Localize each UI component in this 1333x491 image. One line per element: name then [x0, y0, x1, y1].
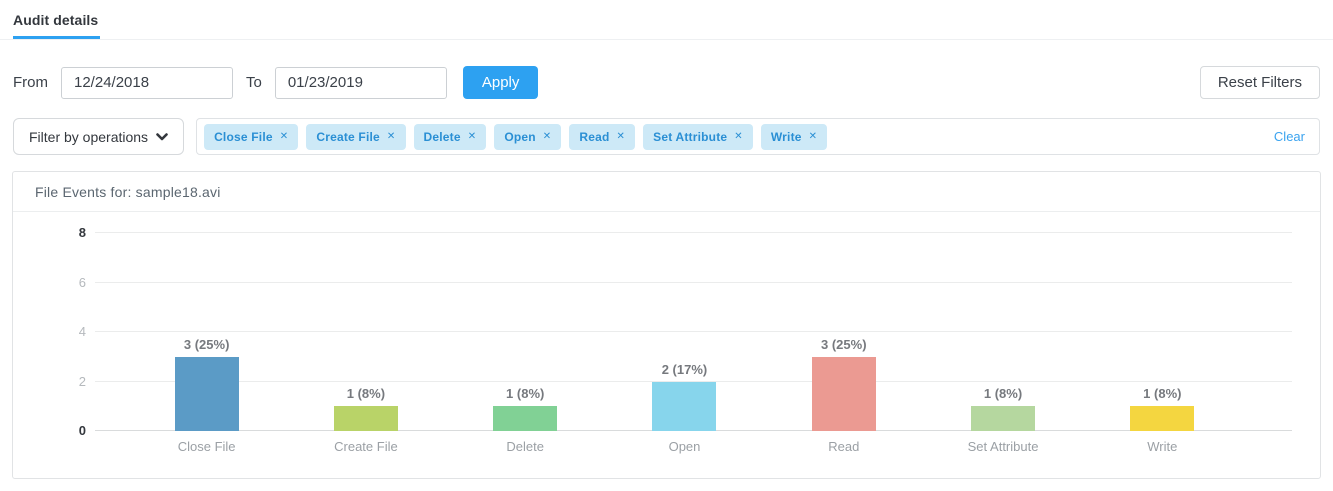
filter-chip-write[interactable]: Write ✕	[760, 123, 828, 150]
chevron-down-icon	[156, 132, 168, 140]
bar-value-label-open: 2 (17%)	[661, 361, 708, 377]
bar-value-label-close-file: 3 (25%)	[183, 336, 230, 352]
bar-value-label-delete: 1 (8%)	[506, 386, 545, 402]
x-axis-label-create-file: Create File	[334, 439, 398, 454]
bar-group-read: 3 (25%) Read	[764, 233, 923, 454]
remove-chip-icon[interactable]: ✕	[279, 130, 289, 142]
selected-operations-box: Close File ✕ Create File ✕ Delete ✕ Open ✕ Read ✕…	[196, 118, 1320, 155]
clear-filters-link[interactable]: Clear	[1273, 129, 1305, 144]
y-axis-tick-8: 8	[78, 225, 86, 240]
filter-chip-close-file[interactable]: Close File ✕	[204, 123, 299, 150]
filter-chip-delete[interactable]: Delete ✕	[413, 123, 487, 150]
bar-group-set-attribute: 1 (8%) Set Attribute	[923, 233, 1082, 454]
filter-chip-read[interactable]: Read ✕	[569, 123, 636, 150]
chip-label: Set Attribute	[653, 129, 728, 144]
filter-chip-create-file[interactable]: Create File ✕	[306, 123, 406, 150]
chart-title: File Events for: sample18.avi	[13, 172, 1320, 212]
bar-group-open: 2 (17%) Open	[605, 233, 764, 454]
tab-audit-details[interactable]: Audit details	[13, 0, 101, 39]
x-axis-label-open: Open	[668, 439, 701, 454]
x-axis-label-delete: Delete	[506, 439, 544, 454]
bar-group-close-file: 3 (25%) Close File	[127, 233, 286, 454]
bar-write[interactable]	[1130, 406, 1195, 431]
apply-button[interactable]: Apply	[462, 66, 539, 99]
filter-chip-set-attribute[interactable]: Set Attribute ✕	[643, 123, 753, 150]
bar-set-attribute[interactable]	[971, 406, 1036, 431]
from-label: From	[13, 74, 48, 91]
date-filter-row: From To Apply Reset Filters	[13, 66, 1320, 99]
x-axis-label-read: Read	[828, 439, 860, 454]
chip-label: Close File	[214, 129, 273, 144]
bar-open[interactable]	[652, 381, 717, 431]
chip-label: Create File	[316, 129, 380, 144]
bar-read[interactable]	[811, 356, 876, 431]
chip-label: Open	[504, 129, 536, 144]
bar-group-write: 1 (8%) Write	[1083, 233, 1242, 454]
bar-value-label-create-file: 1 (8%)	[346, 386, 386, 402]
y-axis-tick-4: 4	[78, 324, 86, 339]
x-axis-label-write: Write	[1147, 439, 1178, 454]
remove-chip-icon[interactable]: ✕	[386, 130, 396, 142]
chip-label: Read	[579, 129, 610, 144]
gridline-y-6	[95, 281, 1292, 283]
tab-bar: Audit details	[0, 0, 1333, 40]
dropdown-label: Filter by operations	[29, 128, 149, 145]
reset-filters-button[interactable]: Reset Filters	[1199, 66, 1320, 99]
bar-group-create-file: 1 (8%) Create File	[286, 233, 445, 454]
bar-value-label-set-attribute: 1 (8%)	[983, 386, 1023, 402]
bar-value-label-write: 1 (8%)	[1143, 386, 1182, 402]
remove-chip-icon[interactable]: ✕	[542, 130, 552, 142]
file-events-chart-panel: File Events for: sample18.avi 0 2 4 6 8 3 (25…	[12, 171, 1321, 479]
bar-group-delete: 1 (8%) Delete	[446, 233, 605, 454]
chip-label: Write	[770, 129, 802, 144]
to-label: To	[246, 74, 262, 91]
x-axis-label-close-file: Close File	[177, 439, 236, 454]
bar-value-label-read: 3 (25%)	[821, 336, 867, 352]
gridline-y-4	[95, 331, 1292, 332]
gridline-y-2	[95, 380, 1292, 382]
y-axis-tick-0: 0	[78, 423, 86, 438]
filter-chip-list: Close File ✕ Create File ✕ Delete ✕ Open ✕ Read ✕…	[204, 123, 1274, 150]
filter-by-operations-dropdown[interactable]: Filter by operations	[13, 118, 185, 155]
y-axis-tick-2: 2	[78, 373, 86, 389]
from-date-input[interactable]	[61, 66, 233, 99]
to-date-input[interactable]	[274, 66, 447, 99]
x-axis-label-set-attribute: Set Attribute	[967, 439, 1039, 454]
y-axis-tick-6: 6	[78, 274, 86, 290]
chip-label: Delete	[423, 129, 461, 144]
bar-delete[interactable]	[493, 406, 558, 431]
bars-container: 3 (25%) Close File 1 (8%) Create File 1 (8%)…	[127, 233, 1242, 454]
gridline-y-8	[95, 232, 1292, 233]
operations-filter-row: Filter by operations Close File ✕ Create F…	[13, 118, 1320, 155]
remove-chip-icon[interactable]: ✕	[808, 130, 818, 142]
filter-chip-open[interactable]: Open ✕	[494, 123, 562, 150]
bar-close-file[interactable]	[174, 356, 239, 431]
remove-chip-icon[interactable]: ✕	[616, 130, 626, 142]
remove-chip-icon[interactable]: ✕	[734, 130, 743, 142]
remove-chip-icon[interactable]: ✕	[467, 130, 477, 142]
bar-create-file[interactable]	[333, 406, 398, 431]
